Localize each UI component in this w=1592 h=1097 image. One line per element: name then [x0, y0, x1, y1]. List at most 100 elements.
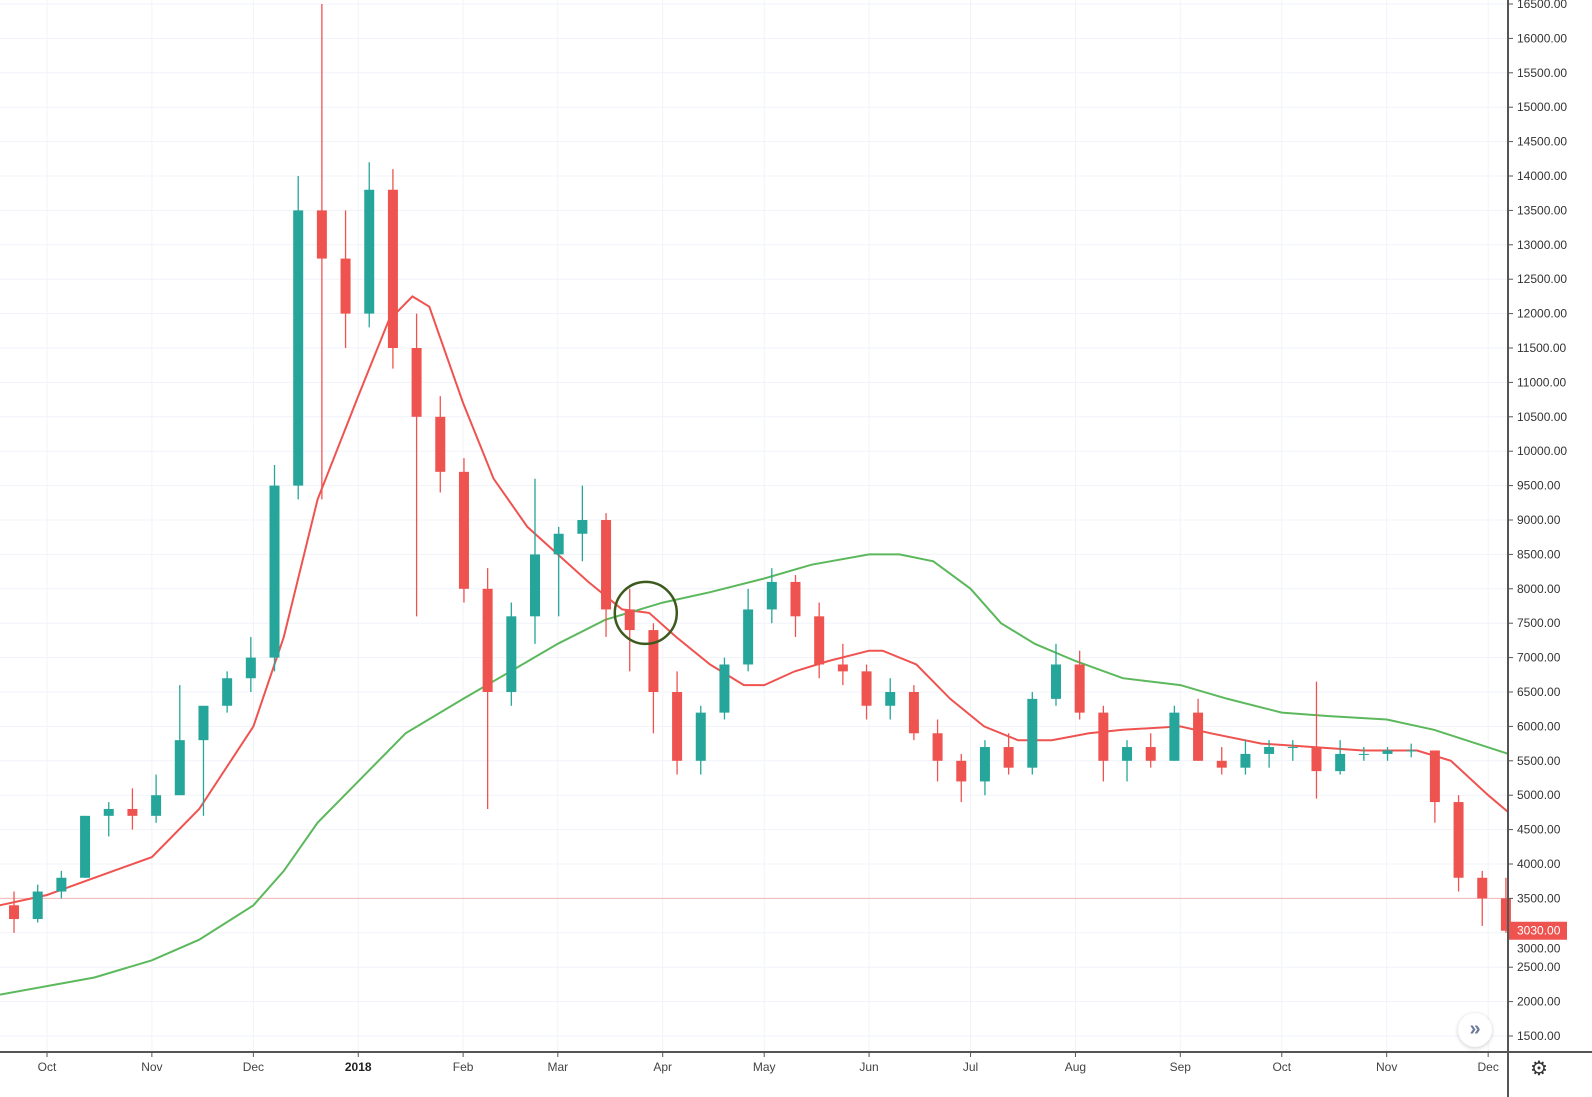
candle [1193, 698, 1204, 761]
candle-body [174, 740, 185, 796]
candle-body [222, 678, 233, 706]
candle [766, 568, 777, 624]
candle [979, 740, 990, 796]
candle-body [1193, 712, 1204, 761]
candle-body [387, 189, 398, 348]
ma-fast-line [0, 295, 1510, 907]
candle-body [861, 671, 872, 706]
candle-body [103, 808, 114, 816]
candle [1429, 750, 1440, 823]
x-tick-label: Mar [547, 1060, 568, 1074]
candle [506, 602, 517, 706]
y-tick-label: 5500.00 [1517, 754, 1561, 768]
y-tick-label: 10000.00 [1517, 444, 1567, 458]
candle [32, 884, 43, 923]
y-tick-label: 9000.00 [1517, 513, 1561, 527]
candle [340, 210, 351, 348]
candle [932, 719, 943, 782]
candle-body [1003, 747, 1014, 768]
candle [56, 870, 67, 899]
scroll-to-realtime-button[interactable]: » [1458, 1013, 1492, 1047]
candle-body [1050, 664, 1061, 699]
y-tick-label: 11500.00 [1517, 341, 1566, 355]
candle-body [1287, 747, 1298, 749]
candle-body [837, 664, 848, 672]
candle-body [979, 747, 990, 782]
candle-body [790, 581, 801, 617]
candle-body [530, 554, 541, 617]
y-tick-label: 14500.00 [1517, 135, 1567, 149]
candle [1216, 747, 1227, 775]
candle-body [601, 520, 612, 610]
grid [0, 0, 1508, 1052]
candle [1027, 692, 1038, 775]
candle-body [1264, 747, 1275, 754]
candle [672, 671, 683, 775]
y-tick-label: 7500.00 [1517, 616, 1561, 630]
candle [127, 788, 138, 830]
candles [9, 4, 1511, 933]
candle [1453, 795, 1464, 892]
candle [837, 643, 848, 686]
y-tick-label: 2000.00 [1517, 995, 1561, 1009]
candle-body [648, 630, 659, 692]
x-tick-label: Jul [963, 1060, 978, 1074]
annotation[interactable] [613, 580, 679, 646]
y-tick-label: 10500.00 [1517, 410, 1567, 424]
candle [530, 478, 541, 644]
candle [601, 513, 612, 637]
candle [482, 568, 493, 809]
candle [151, 774, 162, 823]
candle [790, 575, 801, 637]
candle-body [695, 712, 706, 761]
x-tick-label: Apr [653, 1060, 672, 1074]
candle [648, 623, 659, 734]
x-tick-label: Aug [1065, 1060, 1086, 1074]
candle [198, 705, 209, 816]
candle [1406, 743, 1417, 758]
candle-body [1169, 712, 1180, 761]
candle [814, 602, 825, 679]
candle [1122, 740, 1133, 782]
candle-body [293, 210, 304, 486]
candle [1145, 733, 1156, 768]
candle-body [1382, 750, 1393, 754]
candle-body [766, 581, 777, 610]
x-tick-label: Sep [1170, 1060, 1192, 1074]
candle-body [364, 189, 375, 314]
y-tick-label: 13000.00 [1517, 238, 1567, 252]
annotation-circle [613, 580, 679, 646]
candle [695, 705, 706, 775]
candle [861, 664, 872, 720]
gear-icon[interactable]: ⚙ [1530, 1058, 1548, 1080]
candle-body [553, 533, 564, 555]
candle-body [1122, 747, 1133, 761]
candle-body [198, 705, 209, 741]
candle-body [56, 877, 67, 892]
candle [1358, 747, 1369, 761]
candle-body [9, 905, 20, 920]
candle [269, 464, 280, 672]
y-tick-label: 12000.00 [1517, 307, 1567, 321]
ma-slow-line [0, 553, 1509, 996]
candle-body [624, 609, 635, 631]
candle [222, 671, 233, 713]
candle [1500, 877, 1511, 933]
candle [387, 169, 398, 369]
candle [719, 657, 730, 720]
candle [553, 526, 564, 617]
candle [885, 678, 896, 720]
y-tick-label: 15000.00 [1517, 100, 1567, 114]
candle [316, 4, 327, 500]
y-tick-label: 6500.00 [1517, 685, 1561, 699]
y-tick-label: 8500.00 [1517, 547, 1561, 561]
x-tick-label: Dec [243, 1060, 264, 1074]
x-tick-label: 2018 [345, 1060, 372, 1074]
candle-body [32, 891, 43, 920]
candle-body [340, 258, 351, 314]
y-tick-label: 16000.00 [1517, 31, 1567, 45]
y-tick-label: 3000.00 [1517, 942, 1561, 956]
y-tick-label: 14000.00 [1517, 169, 1567, 183]
candle [411, 313, 422, 617]
